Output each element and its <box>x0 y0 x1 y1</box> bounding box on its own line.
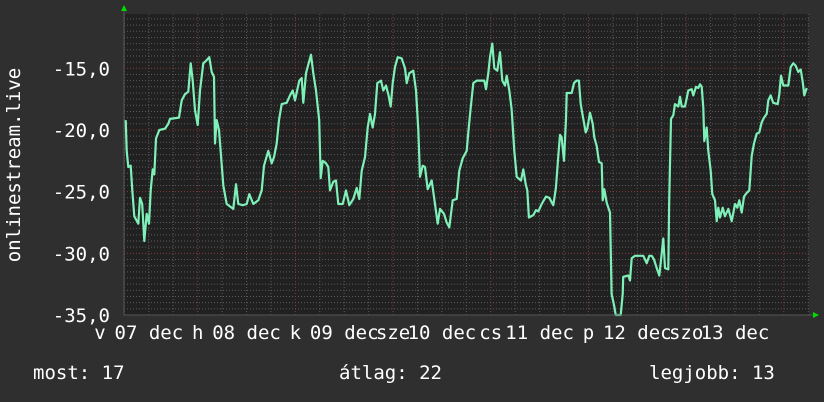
y-tick-label: -15,0 <box>53 58 110 80</box>
y-tick-label: -30,0 <box>53 243 110 265</box>
legend-best: legjobb: 13 <box>649 362 775 384</box>
x-date-tick-label: 13 dec <box>701 322 770 344</box>
major-grid <box>124 14 809 316</box>
x-weekday-tick-label: szo <box>669 322 703 344</box>
x-weekday-tick-label: h <box>192 322 203 344</box>
x-axis-arrow-icon <box>813 312 819 318</box>
series-line <box>124 42 808 317</box>
x-date-tick-label: 09 dec <box>310 322 379 344</box>
x-weekday-tick-label: sze <box>376 322 410 344</box>
y-axis-arrow-icon <box>121 5 127 11</box>
x-weekday-tick-label: cs <box>479 322 502 344</box>
x-axis-ticks: v h k sze cs p szo 07 dec 08 dec 09 dec 10 dec 11 d… <box>94 322 769 344</box>
x-date-tick-label: 11 dec <box>505 322 574 344</box>
y-tick-label: -20,0 <box>53 120 110 142</box>
x-date-tick-label: 10 dec <box>408 322 477 344</box>
x-date-tick-label: 07 dec <box>115 322 184 344</box>
y-axis-label: onlinestream.live <box>3 68 25 262</box>
x-weekday-tick-label: v <box>94 322 105 344</box>
x-date-tick-label: 08 dec <box>212 322 281 344</box>
x-weekday-tick-label: p <box>583 322 594 344</box>
x-date-tick-label: 12 dec <box>603 322 672 344</box>
legend-current: most: 17 <box>33 362 125 384</box>
y-tick-label: -25,0 <box>53 182 110 204</box>
y-tick-label: -35,0 <box>53 305 110 327</box>
legend-average: átlag: 22 <box>339 362 442 384</box>
minor-grid <box>123 14 809 315</box>
y-axis-ticks: -15,0 -20,0 -25,0 -30,0 -35,0 <box>53 58 110 327</box>
x-weekday-tick-label: k <box>290 322 302 344</box>
